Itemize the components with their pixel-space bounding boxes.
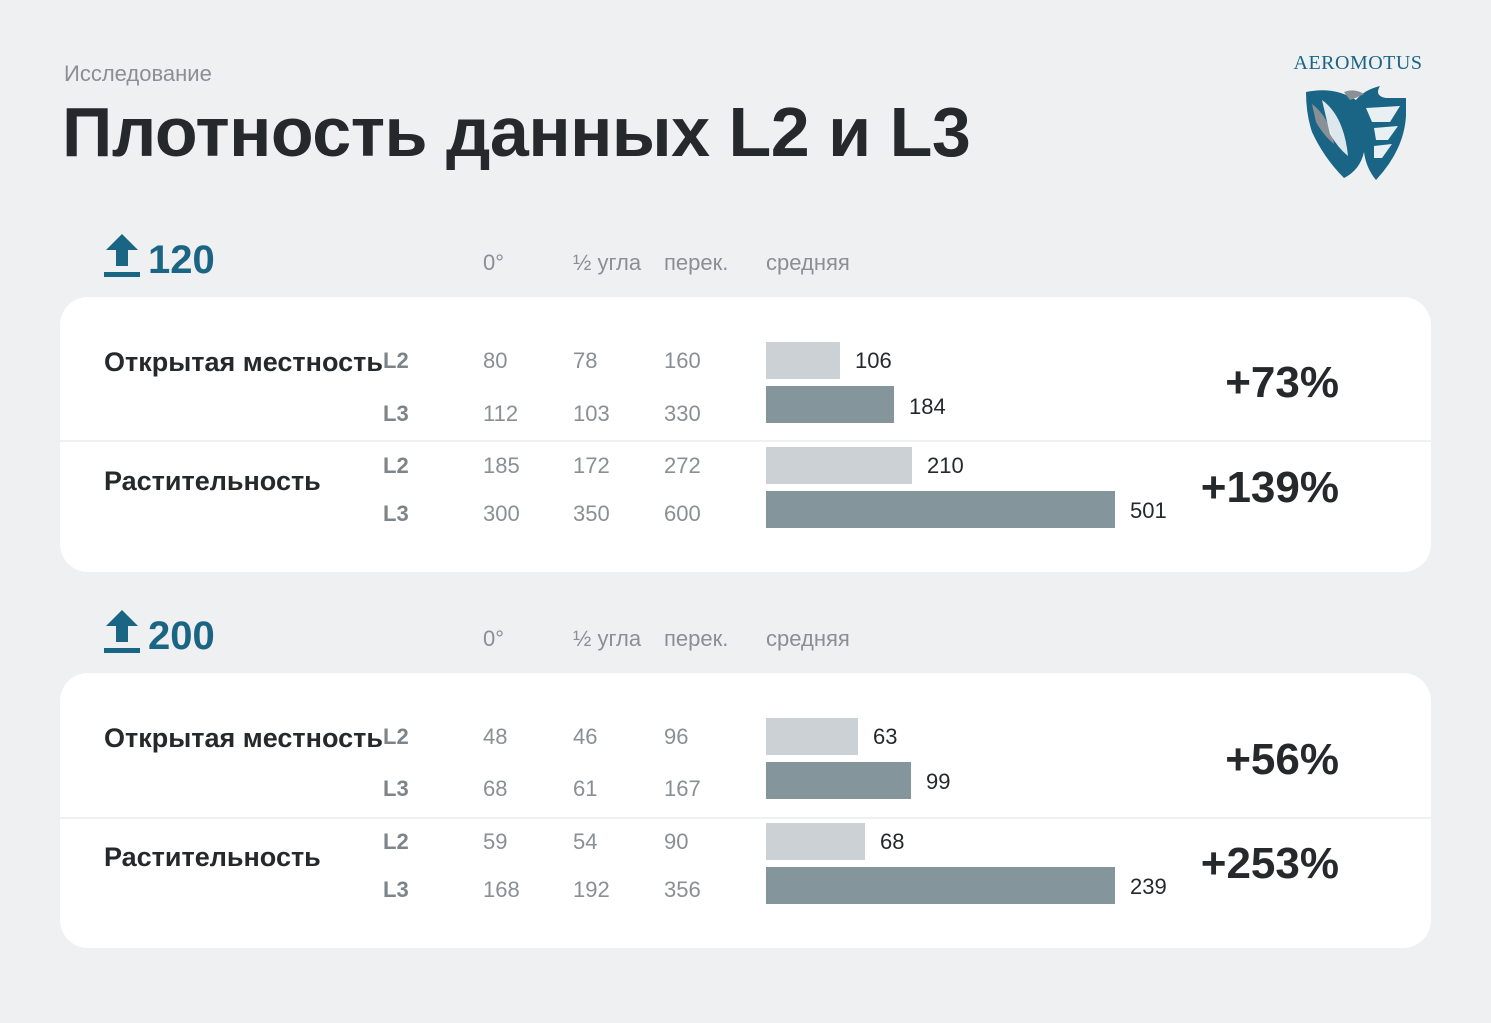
level-label: L3 [383, 776, 409, 801]
average-bar [766, 386, 894, 423]
value-half-angle: 61 [573, 776, 598, 801]
change-percent: +73% [1225, 358, 1339, 407]
row-divider [60, 817, 1431, 819]
change-percent: +253% [1200, 839, 1339, 888]
eagle-shield-icon [1306, 86, 1406, 180]
altitude-value: 200 [148, 614, 215, 658]
value-half-angle: 103 [573, 401, 610, 426]
average-bar-label: 239 [1130, 874, 1167, 899]
data-card: Открытая местность L2 80 78 160 106 L3 1… [60, 297, 1431, 572]
average-bar-label: 501 [1130, 498, 1167, 523]
level-label: L3 [383, 401, 409, 426]
average-bar [766, 491, 1115, 528]
altitude-value: 120 [148, 238, 215, 282]
section-header: 120 0° ½ угла перек. средняя [0, 232, 1491, 292]
row-divider [60, 440, 1431, 442]
group-label-vegetation: Растительность [104, 466, 321, 496]
group-label-open: Открытая местность [104, 723, 383, 753]
average-bar-label: 68 [880, 829, 905, 854]
average-bar-label: 63 [873, 724, 898, 749]
average-bar [766, 867, 1115, 904]
page-subtitle: Исследование [64, 61, 212, 86]
column-header-0deg: 0° [483, 626, 505, 651]
level-label: L3 [383, 877, 409, 902]
average-bar [766, 342, 840, 379]
value-cross: 167 [664, 776, 701, 801]
average-bar-label: 106 [855, 348, 892, 373]
column-header-half-angle: ½ угла [573, 626, 642, 651]
value-0deg: 112 [483, 401, 519, 426]
level-label: L3 [383, 501, 409, 526]
value-0deg: 59 [483, 829, 508, 854]
average-bar-label: 99 [926, 769, 951, 794]
change-percent: +56% [1225, 735, 1339, 784]
value-0deg: 48 [483, 724, 508, 749]
group-label-open: Открытая местность [104, 347, 383, 377]
value-half-angle: 350 [573, 501, 610, 526]
average-bar [766, 447, 912, 484]
group-label-vegetation: Растительность [104, 842, 321, 872]
value-0deg: 68 [483, 776, 508, 801]
average-bar [766, 718, 858, 755]
change-percent: +139% [1200, 463, 1339, 512]
column-header-average: средняя [766, 626, 850, 651]
average-bar [766, 823, 865, 860]
average-bar-label: 184 [909, 394, 946, 419]
value-half-angle: 78 [573, 348, 598, 373]
column-header-average: средняя [766, 250, 850, 275]
column-header-half-angle: ½ угла [573, 250, 642, 275]
level-label: L2 [383, 829, 409, 854]
column-header-cross: перек. [664, 250, 729, 275]
value-cross: 160 [664, 348, 701, 373]
level-label: L2 [383, 453, 409, 478]
value-half-angle: 192 [573, 877, 610, 902]
value-0deg: 300 [483, 501, 520, 526]
column-header-0deg: 0° [483, 250, 505, 275]
value-0deg: 168 [483, 877, 520, 902]
level-label: L2 [383, 724, 409, 749]
upload-arrow-icon [104, 610, 140, 653]
average-bar [766, 762, 911, 799]
data-card: Открытая местность L2 48 46 96 63 L3 68 … [60, 673, 1431, 948]
value-cross: 96 [664, 724, 689, 749]
upload-arrow-icon [104, 234, 140, 277]
value-cross: 272 [664, 453, 701, 478]
logo-text: AEROMOTUS [1293, 52, 1423, 74]
value-cross: 600 [664, 501, 701, 526]
section-header: 200 0° ½ угла перек. средняя [0, 608, 1491, 668]
value-0deg: 185 [483, 453, 520, 478]
value-half-angle: 54 [573, 829, 598, 854]
column-header-cross: перек. [664, 626, 729, 651]
value-half-angle: 46 [573, 724, 598, 749]
value-cross: 90 [664, 829, 689, 854]
page-title: Плотность данных L2 и L3 [62, 93, 971, 171]
aeromotus-logo: AEROMOTUS [1278, 52, 1438, 184]
level-label: L2 [383, 348, 409, 373]
value-cross: 356 [664, 877, 701, 902]
value-cross: 330 [664, 401, 701, 426]
average-bar-label: 210 [927, 453, 964, 478]
value-0deg: 80 [483, 348, 508, 373]
value-half-angle: 172 [573, 453, 610, 478]
